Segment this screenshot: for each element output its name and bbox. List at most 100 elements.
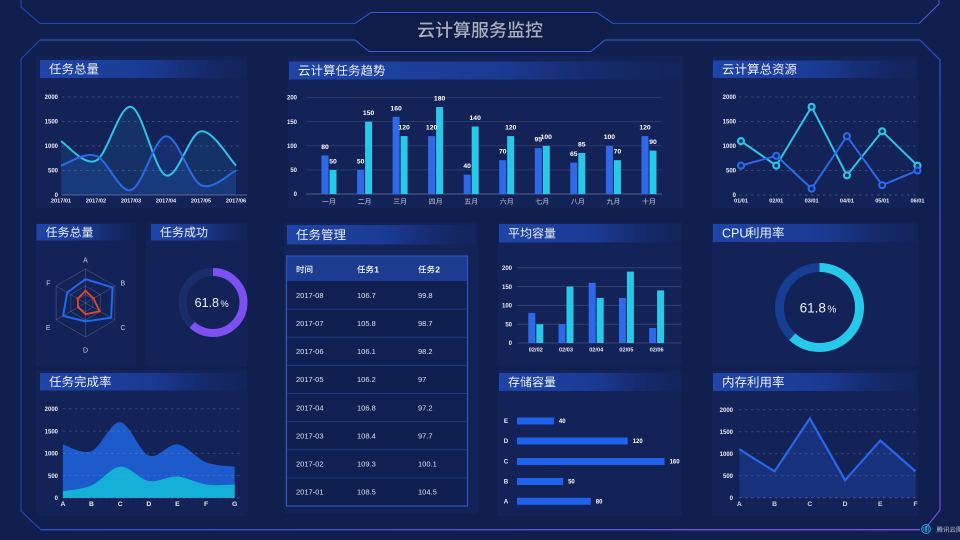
svg-text:C: C: [121, 325, 126, 332]
svg-text:100: 100: [502, 304, 513, 310]
svg-text:2017/01: 2017/01: [51, 199, 71, 205]
svg-text:2017/03: 2017/03: [121, 199, 141, 205]
svg-text:2017-02: 2017-02: [296, 460, 324, 469]
svg-text:50: 50: [329, 158, 337, 165]
svg-text:02/02: 02/02: [529, 348, 543, 354]
svg-text:61.8: 61.8: [195, 296, 219, 310]
svg-text:1000: 1000: [723, 144, 737, 150]
svg-text:150: 150: [502, 285, 513, 291]
svg-text:04/01: 04/01: [840, 199, 854, 205]
svg-text:50: 50: [505, 322, 512, 328]
svg-text:2017-04: 2017-04: [296, 403, 324, 412]
svg-text:180: 180: [434, 96, 446, 103]
svg-text:E: E: [878, 501, 883, 508]
svg-text:500: 500: [48, 169, 59, 175]
svg-text:1: 1: [374, 265, 379, 275]
svg-text:140: 140: [470, 115, 482, 122]
svg-text:50: 50: [568, 480, 575, 486]
svg-text:2017-08: 2017-08: [296, 291, 324, 300]
svg-text:106.1: 106.1: [357, 347, 376, 356]
svg-text:0: 0: [55, 496, 59, 502]
svg-text:03/01: 03/01: [805, 199, 819, 205]
svg-text:61.8: 61.8: [800, 300, 826, 315]
svg-text:C: C: [504, 459, 509, 466]
svg-text:E: E: [46, 325, 51, 332]
svg-text:1000: 1000: [720, 452, 734, 458]
svg-text:98.7: 98.7: [418, 319, 433, 328]
svg-text:2017/04: 2017/04: [156, 199, 177, 205]
svg-text:120: 120: [633, 439, 644, 445]
svg-text:97: 97: [418, 375, 426, 384]
svg-text:2017/02: 2017/02: [86, 199, 106, 205]
svg-text:50: 50: [357, 158, 365, 165]
svg-text:05/01: 05/01: [875, 199, 889, 205]
svg-text:70: 70: [614, 149, 622, 156]
svg-text:2017-07: 2017-07: [296, 319, 324, 328]
svg-text:500: 500: [726, 169, 737, 175]
svg-text:B: B: [89, 501, 94, 508]
svg-text:200: 200: [502, 266, 513, 272]
svg-text:106.2: 106.2: [357, 375, 376, 384]
svg-text:0: 0: [733, 193, 737, 199]
svg-text:1500: 1500: [723, 120, 737, 126]
svg-text:100.1: 100.1: [418, 460, 437, 469]
svg-text:85: 85: [578, 142, 586, 149]
svg-text:%: %: [827, 304, 836, 315]
svg-text:106.8: 106.8: [357, 403, 376, 412]
svg-text:D: D: [504, 438, 509, 445]
svg-text:500: 500: [723, 474, 734, 480]
svg-text:02/04: 02/04: [589, 348, 604, 354]
svg-text:F: F: [46, 281, 50, 288]
svg-text:01/01: 01/01: [734, 199, 748, 205]
svg-text:C: C: [118, 501, 123, 508]
svg-text:97.2: 97.2: [418, 403, 433, 412]
svg-text:2000: 2000: [45, 407, 59, 413]
svg-text:02/06: 02/06: [650, 348, 664, 354]
svg-text:90: 90: [649, 139, 657, 146]
svg-text:2017/05: 2017/05: [191, 199, 211, 205]
svg-text:2017-01: 2017-01: [296, 488, 324, 497]
svg-text:65: 65: [570, 151, 578, 158]
svg-text:105.8: 105.8: [357, 319, 376, 328]
svg-text:2000: 2000: [723, 95, 737, 101]
svg-text:0: 0: [294, 192, 298, 198]
svg-text:02/03: 02/03: [559, 348, 573, 354]
svg-text:E: E: [175, 501, 180, 508]
svg-text:D: D: [843, 501, 848, 508]
svg-text:40: 40: [559, 419, 566, 425]
svg-text:D: D: [83, 348, 88, 355]
svg-text:100: 100: [541, 134, 553, 141]
svg-text:A: A: [737, 501, 742, 508]
svg-text:108.4: 108.4: [357, 432, 376, 441]
svg-text:2017-03: 2017-03: [296, 432, 324, 441]
svg-text:98.2: 98.2: [418, 347, 433, 356]
svg-text:50: 50: [290, 168, 297, 174]
svg-text:108.5: 108.5: [357, 488, 376, 497]
svg-text:CPU: CPU: [722, 226, 748, 240]
svg-text:2000: 2000: [45, 95, 59, 101]
svg-text:80: 80: [321, 144, 329, 151]
svg-text:B: B: [772, 501, 777, 508]
svg-text:0: 0: [509, 341, 513, 347]
svg-text:1000: 1000: [45, 452, 59, 458]
svg-text:A: A: [504, 499, 509, 506]
svg-text:80: 80: [596, 500, 603, 506]
svg-text:A: A: [83, 258, 88, 265]
svg-text:2: 2: [435, 265, 440, 275]
svg-text:06/01: 06/01: [911, 199, 925, 205]
svg-text:106.7: 106.7: [357, 291, 376, 300]
svg-text:1500: 1500: [720, 430, 734, 436]
svg-text:F: F: [204, 501, 208, 508]
svg-text:120: 120: [505, 125, 517, 132]
svg-text:0: 0: [55, 193, 59, 199]
svg-text:1500: 1500: [45, 120, 59, 126]
svg-text:D: D: [146, 501, 151, 508]
svg-text:200: 200: [287, 96, 298, 102]
svg-text:40: 40: [463, 163, 471, 170]
svg-text:150: 150: [287, 120, 298, 126]
svg-text:E: E: [504, 418, 508, 425]
svg-text:160: 160: [390, 105, 402, 112]
svg-text:2017-06: 2017-06: [296, 347, 324, 356]
svg-text:100: 100: [287, 144, 298, 150]
svg-text:97.7: 97.7: [418, 432, 433, 441]
